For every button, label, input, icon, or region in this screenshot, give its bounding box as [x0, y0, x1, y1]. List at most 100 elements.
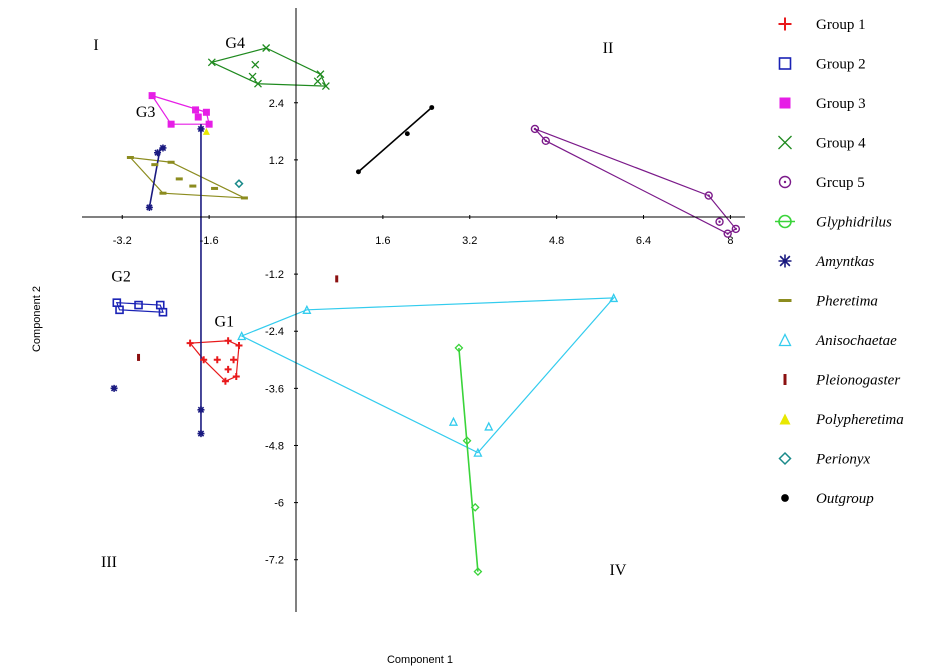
point-group-1: [186, 339, 194, 347]
point-group-3: [202, 108, 210, 116]
legend-label: Grcup 5: [816, 175, 865, 191]
point-anisochaetae: [473, 447, 483, 457]
point-pheretima: [151, 163, 159, 167]
y-tick-label: 2.4: [269, 98, 284, 110]
tick-labels: -3.2 -1.6 1.6 3.2 4.8 6.4 8 2.4 1.2 -1.2 -2.4 -3.6 -…: [113, 98, 734, 567]
y-tick-label: -7.2: [265, 555, 284, 567]
point-amyntkas: [159, 144, 167, 152]
legend-marker: [778, 135, 792, 150]
legend-item: Group 4: [778, 135, 866, 152]
point-group-1: [224, 337, 232, 345]
point-glyphidrilus: [462, 436, 472, 446]
point-amyntkas: [154, 149, 162, 157]
y-tick-label: -1.2: [265, 269, 284, 281]
legend-item: Outgroup: [781, 491, 874, 507]
point-pheretima: [189, 184, 197, 188]
legend-marker: [781, 494, 789, 502]
point-anisochaetae: [609, 292, 619, 303]
legend-item: Amyntkas: [778, 254, 874, 270]
point-group-2: [115, 305, 124, 315]
y-axis-title: Component 2: [31, 286, 43, 352]
y-tick-label: -4.8: [265, 440, 284, 452]
hull-group-4: [210, 47, 327, 87]
quadrant-label-3: III: [101, 554, 117, 571]
point-perionyx: [234, 179, 244, 189]
legend-item: Anisochaetae: [778, 333, 897, 349]
legend-item: Glyphidrilus: [775, 215, 892, 231]
point-group-3: [192, 106, 200, 114]
point-pheretima: [240, 196, 248, 200]
point-group-2: [158, 307, 168, 317]
point-group-4: [262, 44, 271, 52]
hull-pheretima: [128, 156, 245, 199]
point-group-4: [321, 82, 330, 91]
legend-item: Polypheretima: [779, 412, 904, 428]
legend-label: Amyntkas: [815, 254, 874, 270]
point-grcup-5: [723, 229, 732, 238]
data-points: [110, 44, 741, 577]
point-grcup-5: [530, 124, 540, 134]
point-grcup-5: [731, 224, 741, 234]
point-group-1: [224, 365, 232, 373]
legend-item: Group 3: [779, 96, 866, 112]
annotations: I II III IV: [93, 37, 627, 579]
legend-label: Pleionogaster: [815, 373, 900, 389]
point-amyntkas: [145, 203, 153, 211]
legend-marker: [778, 299, 792, 302]
legend-label: Outgroup: [816, 491, 874, 507]
y-tick-label: 1.2: [269, 155, 284, 167]
hull-grcup-5: [534, 128, 737, 235]
hull-anisochaetae: [240, 297, 616, 454]
group-label: G2: [111, 268, 131, 285]
group-label: G1: [215, 313, 235, 330]
segment-glyphidrilus: [458, 347, 479, 572]
legend-marker: [778, 254, 792, 268]
legend-marker: [778, 451, 792, 466]
point-glyphidrilus: [470, 502, 480, 512]
x-tick-label: 3.2: [462, 235, 477, 247]
point-glyphidrilus: [454, 343, 464, 353]
legend-marker: [779, 413, 791, 425]
group-hulls: [115, 47, 737, 454]
point-group-1: [230, 356, 238, 364]
point-group-4: [254, 79, 262, 88]
legend-label: Group 3: [816, 96, 866, 112]
legend-label: Glyphidrilus: [816, 215, 892, 231]
point-group-1: [235, 342, 243, 350]
x-tick-label: 1.6: [375, 235, 390, 247]
x-axis-title: Component 1: [387, 654, 453, 666]
segment-amyntkas: [148, 147, 162, 208]
point-group-2: [134, 300, 143, 310]
point-group-3: [148, 92, 156, 100]
point-pheretima: [159, 191, 167, 195]
point-pheretima: [211, 186, 219, 190]
point-group-4: [251, 60, 260, 69]
legend-marker: [778, 57, 792, 70]
x-tick-label: 8: [727, 235, 733, 247]
point-pleionogaster: [137, 353, 141, 361]
legend-label: Perionyx: [815, 452, 870, 468]
legend-item: Perionyx: [778, 451, 870, 468]
group-label: G4: [225, 35, 245, 52]
legend-label: Group 4: [816, 136, 866, 152]
point-amyntkas: [197, 406, 205, 414]
legend-marker: [783, 374, 787, 385]
point-polypheretima: [202, 127, 210, 135]
legend: Group 1 Group 2 Group 3 Group 4 Grcup 5 Glyph…: [775, 17, 904, 507]
point-grcup-5: [704, 191, 713, 200]
hull-group-2: [115, 302, 164, 313]
legend-marker: [778, 175, 792, 189]
legend-item: Grcup 5: [778, 175, 865, 191]
point-anisochaetae: [237, 331, 247, 341]
point-group-4: [248, 72, 257, 81]
point-group-4: [316, 70, 325, 79]
point-pleionogaster: [335, 275, 339, 283]
point-amyntkas: [197, 430, 205, 438]
point-group-1: [221, 377, 229, 385]
point-group-3: [205, 120, 213, 128]
quadrant-label-2: II: [603, 40, 614, 57]
legend-item: Group 1: [778, 17, 866, 33]
point-group-1: [200, 356, 208, 364]
point-group-3: [194, 113, 202, 121]
